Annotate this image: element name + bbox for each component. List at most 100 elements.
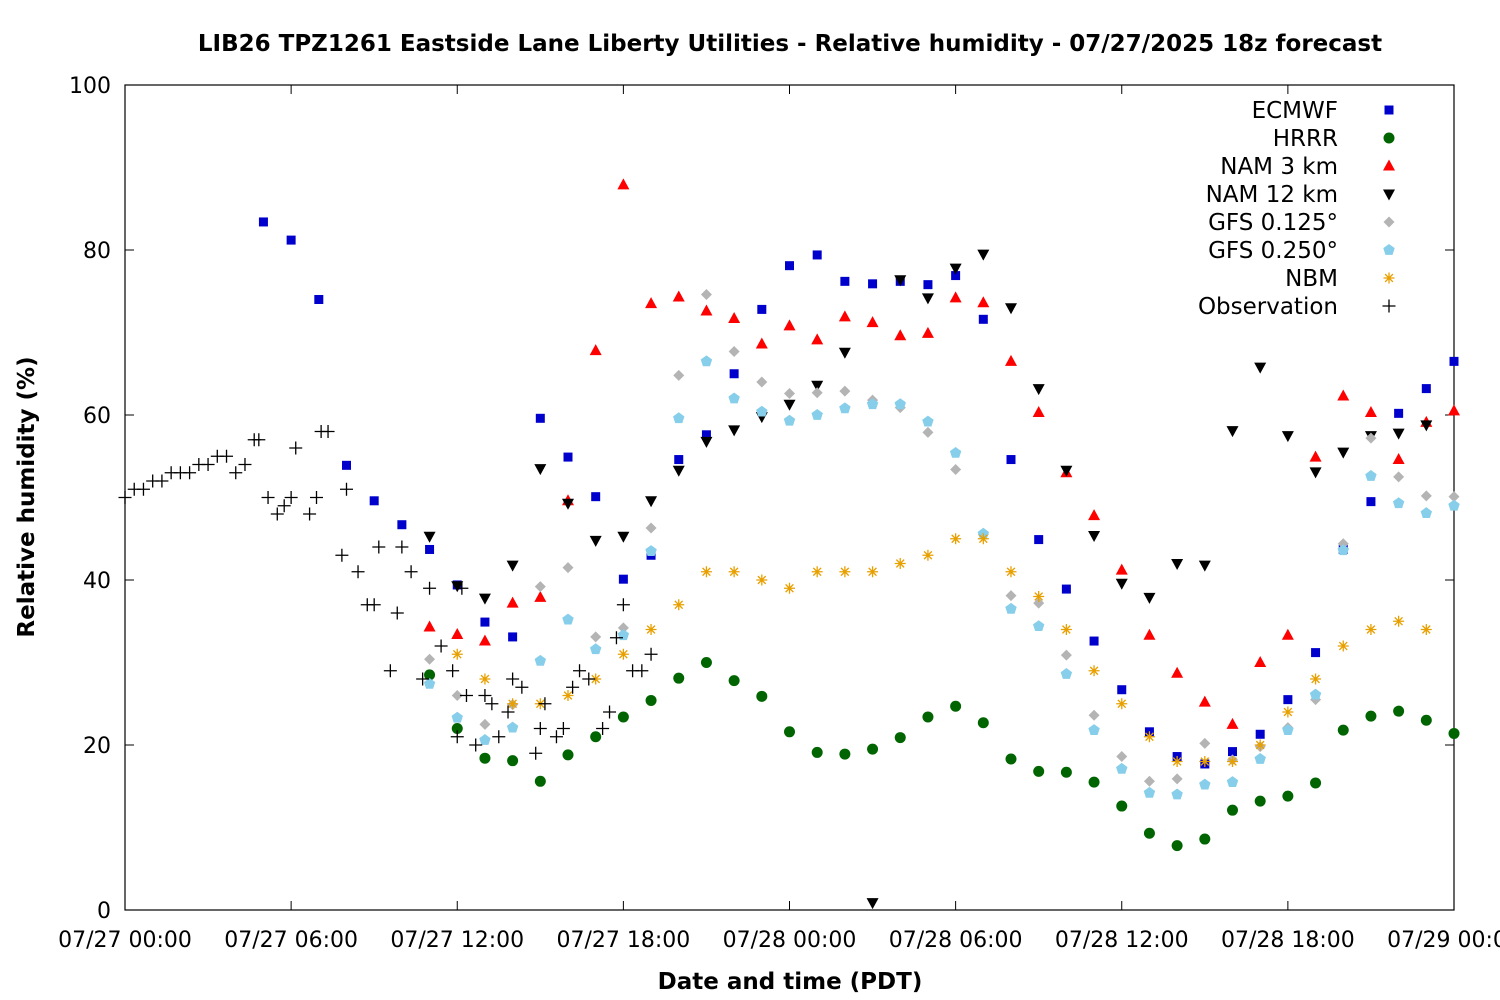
data-point-hrrr (1143, 827, 1155, 839)
data-point-hrrr (617, 711, 629, 723)
legend-label: NAM 3 km (1220, 154, 1338, 180)
data-point-gfs-0-125 (1365, 432, 1377, 444)
data-point-nbm (1282, 706, 1294, 718)
data-point-observation (404, 565, 418, 579)
data-point-gfs-0-125 (1448, 491, 1460, 503)
data-point-nam-3-km (1448, 404, 1460, 416)
data-series (118, 178, 1460, 910)
data-point-observation (616, 598, 630, 612)
data-point-nam-3-km (866, 316, 879, 328)
data-point-nam-3-km (977, 296, 990, 308)
data-point-nam-12-km (589, 535, 602, 547)
data-point-observation (303, 507, 317, 521)
data-point-nam-3-km (1254, 656, 1267, 667)
data-point-gfs-0-250 (1088, 724, 1100, 735)
series-hrrr (424, 657, 1460, 852)
legend-label: GFS 0.250° (1208, 238, 1338, 264)
data-point-nam-3-km (1088, 509, 1101, 521)
data-point-ecmwf (1421, 384, 1431, 394)
y-tick-label: 40 (83, 569, 111, 594)
data-point-ecmwf (563, 452, 573, 462)
data-point-observation (383, 664, 397, 678)
data-point-nam-12-km (1143, 592, 1156, 604)
data-point-ecmwf (1394, 408, 1404, 418)
data-point-gfs-0-125 (728, 345, 740, 357)
data-point-ecmwf (1366, 497, 1376, 507)
y-tick-label: 100 (69, 74, 111, 99)
data-point-hrrr (1005, 753, 1017, 765)
data-point-nam-3-km (1281, 628, 1294, 640)
data-point-gfs-0-125 (700, 289, 712, 301)
data-point-ecmwf (868, 279, 878, 289)
data-point-ecmwf (258, 217, 268, 227)
data-point-ecmwf (425, 544, 435, 554)
data-point-hrrr (1227, 804, 1238, 816)
data-point-nam-3-km (451, 627, 464, 639)
data-point-nbm (728, 566, 740, 578)
data-point-observation (423, 581, 437, 595)
data-point-nam-3-km (921, 326, 934, 338)
data-point-gfs-0-250 (1032, 620, 1045, 632)
data-point-nam-3-km (1115, 563, 1128, 575)
data-point-nam-12-km (645, 496, 658, 508)
data-point-hrrr (700, 657, 712, 668)
data-point-observation (459, 689, 473, 702)
data-point-gfs-0-250 (728, 392, 740, 404)
data-point-gfs-0-125 (1088, 709, 1100, 721)
data-point-nam-12-km (451, 581, 464, 593)
x-tick-label: 07/27 06:00 (224, 928, 358, 953)
data-point-nam-12-km (1198, 560, 1211, 572)
data-point-nam-3-km (1032, 406, 1045, 418)
x-tick-label: 07/28 06:00 (889, 928, 1023, 953)
data-point-observation (566, 680, 580, 694)
data-point-nam-3-km (728, 311, 741, 323)
data-point-gfs-0-250 (783, 414, 796, 426)
data-point-gfs-0-125 (479, 718, 491, 730)
legend-marker-hrrr (1383, 132, 1395, 144)
data-point-gfs-0-250 (1005, 602, 1017, 614)
data-point-gfs-0-250 (534, 654, 547, 666)
data-point-observation (183, 466, 197, 480)
data-point-hrrr (673, 672, 685, 684)
data-point-nam-12-km (977, 249, 990, 261)
data-point-gfs-0-250 (1392, 497, 1405, 509)
data-point-gfs-0-250 (894, 398, 906, 410)
series-gfs-0-125 (424, 289, 1460, 787)
data-point-observation (289, 441, 303, 455)
data-point-ecmwf (729, 369, 739, 379)
data-point-gfs-0-250 (756, 405, 768, 417)
data-point-nbm (1420, 624, 1432, 635)
data-point-nbm (1310, 673, 1322, 685)
data-point-hrrr (479, 752, 491, 764)
y-axis-label: Relative humidity (%) (14, 356, 40, 637)
data-point-observation (390, 606, 404, 620)
data-point-hrrr (1282, 790, 1294, 802)
data-point-observation (529, 746, 543, 760)
data-point-observation (596, 722, 610, 735)
data-point-gfs-0-250 (866, 398, 879, 410)
data-point-nam-3-km (755, 337, 768, 349)
data-point-hrrr (728, 675, 740, 687)
data-point-observation (469, 738, 483, 752)
data-point-nbm (700, 566, 712, 578)
data-point-nam-3-km (1005, 354, 1017, 366)
data-point-nbm (1033, 591, 1045, 602)
data-point-nbm (479, 673, 491, 685)
data-point-ecmwf (785, 261, 794, 271)
data-point-ecmwf (480, 617, 490, 627)
data-point-nam-12-km (1115, 578, 1128, 590)
chart-title: LIB26 TPZ1261 Eastside Lane Liberty Util… (198, 31, 1382, 57)
series-nbm (451, 533, 1432, 767)
legend-label: HRRR (1273, 126, 1338, 152)
data-point-hrrr (424, 669, 436, 681)
data-point-nbm (756, 574, 768, 586)
data-point-gfs-0-250 (700, 355, 713, 367)
data-point-hrrr (534, 775, 546, 787)
data-point-nam-12-km (478, 593, 491, 605)
plot-frame (124, 84, 1455, 911)
data-point-gfs-0-250 (673, 412, 685, 424)
data-point-nam-12-km (838, 347, 851, 359)
data-point-observation (372, 540, 386, 554)
data-point-nam-12-km (534, 464, 547, 476)
